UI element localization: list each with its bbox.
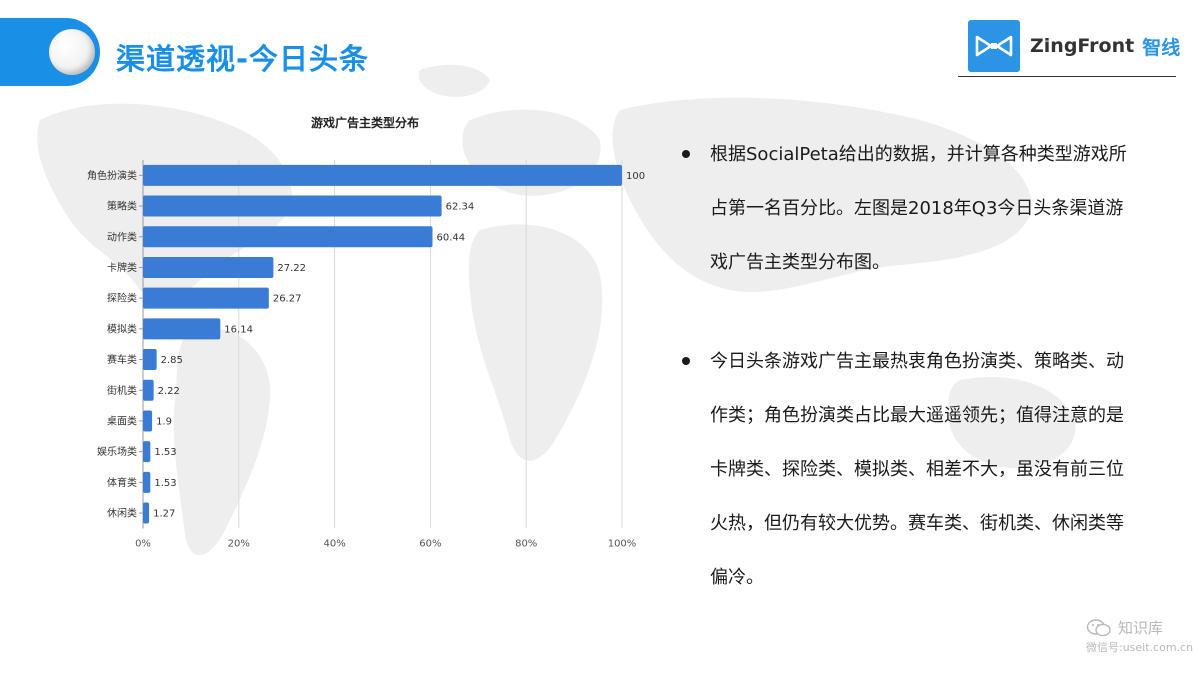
value-label: 1.27 [153,509,175,520]
x-tick-label: 20% [228,538,250,549]
x-tick-label: 40% [323,538,345,549]
bar [143,471,151,493]
value-label: 60.44 [437,232,466,243]
bullet-dot-icon [682,150,690,158]
watermark: 知识库 微信号:useit.com.cn [1086,617,1193,655]
category-label: 体育类 [107,476,137,489]
value-label: 62.34 [446,202,475,213]
category-label: 娱乐场类 [97,445,137,458]
wechat-icon [1086,618,1111,636]
value-label: 2.85 [161,355,183,366]
brand-name: ZingFront [1030,35,1135,57]
bar [143,379,154,401]
bullet-dot-icon [682,357,690,365]
brand-logo: ZingFront 智线 [968,20,1180,72]
category-label: 角色扮演类 [87,169,137,182]
x-tick-label: 0% [135,538,151,549]
bar [143,349,157,371]
category-label: 赛车类 [107,353,137,366]
chart-title: 游戏广告主类型分布 [310,116,419,130]
category-label: 动作类 [107,230,137,243]
bar [143,164,622,186]
value-label: 1.53 [154,447,176,458]
category-label: 休闲类 [107,507,137,520]
header-circle-ornament [49,29,95,75]
bar [143,441,151,463]
bar [143,256,274,278]
bullet-text: 今日头条游戏广告主最热衷角色扮演类、策略类、动作类；角色扮演类占比最大遥遥领先；… [710,351,1124,588]
value-label: 16.14 [224,324,253,335]
bar [143,410,153,432]
watermark-sub: 微信号:useit.com.cn [1086,641,1194,654]
header-divider [958,76,1176,77]
x-tick-label: 80% [515,538,537,549]
value-label: 27.22 [277,263,306,274]
x-tick-label: 60% [419,538,441,549]
page-title: 渠道透视-今日头条 [116,42,370,76]
bar [143,287,269,309]
category-label: 街机类 [107,384,137,397]
bullet-list: 根据SocialPeta给出的数据，并计算各种类型游戏所占第一名百分比。左图是2… [680,128,1140,605]
value-label: 26.27 [273,294,302,305]
value-label: 100 [626,171,645,182]
x-tick-label: 100% [608,538,637,549]
value-label: 1.9 [156,416,172,427]
bar [143,502,150,524]
bar-chart: 0% 20% 40% 60% 80% 100% 角色扮演类 100 策略类 62.34 动作类 60.… [70,108,660,558]
bullet-item: 根据SocialPeta给出的数据，并计算各种类型游戏所占第一名百分比。左图是2… [680,128,1140,290]
bar [143,318,221,340]
bullet-item: 今日头条游戏广告主最热衷角色扮演类、策略类、动作类；角色扮演类占比最大遥遥领先；… [680,335,1140,605]
bar [143,226,433,248]
category-label: 策略类 [107,200,137,213]
value-label: 1.53 [154,478,176,489]
category-label: 卡牌类 [107,261,137,274]
category-label: 探险类 [107,292,137,305]
bar [143,195,442,217]
chart-canvas: 0% 20% 40% 60% 80% 100% 角色扮演类 100 策略类 62.34 动作类 60.… [87,160,645,549]
category-label: 桌面类 [107,414,137,427]
category-label: 模拟类 [107,322,137,335]
watermark-name: 知识库 [1118,619,1164,637]
value-label: 2.22 [158,386,180,397]
bullet-text: 根据SocialPeta给出的数据，并计算各种类型游戏所占第一名百分比。左图是2… [710,144,1127,273]
bowtie-logo-icon [968,20,1020,72]
brand-name-cn: 智线 [1142,36,1181,59]
